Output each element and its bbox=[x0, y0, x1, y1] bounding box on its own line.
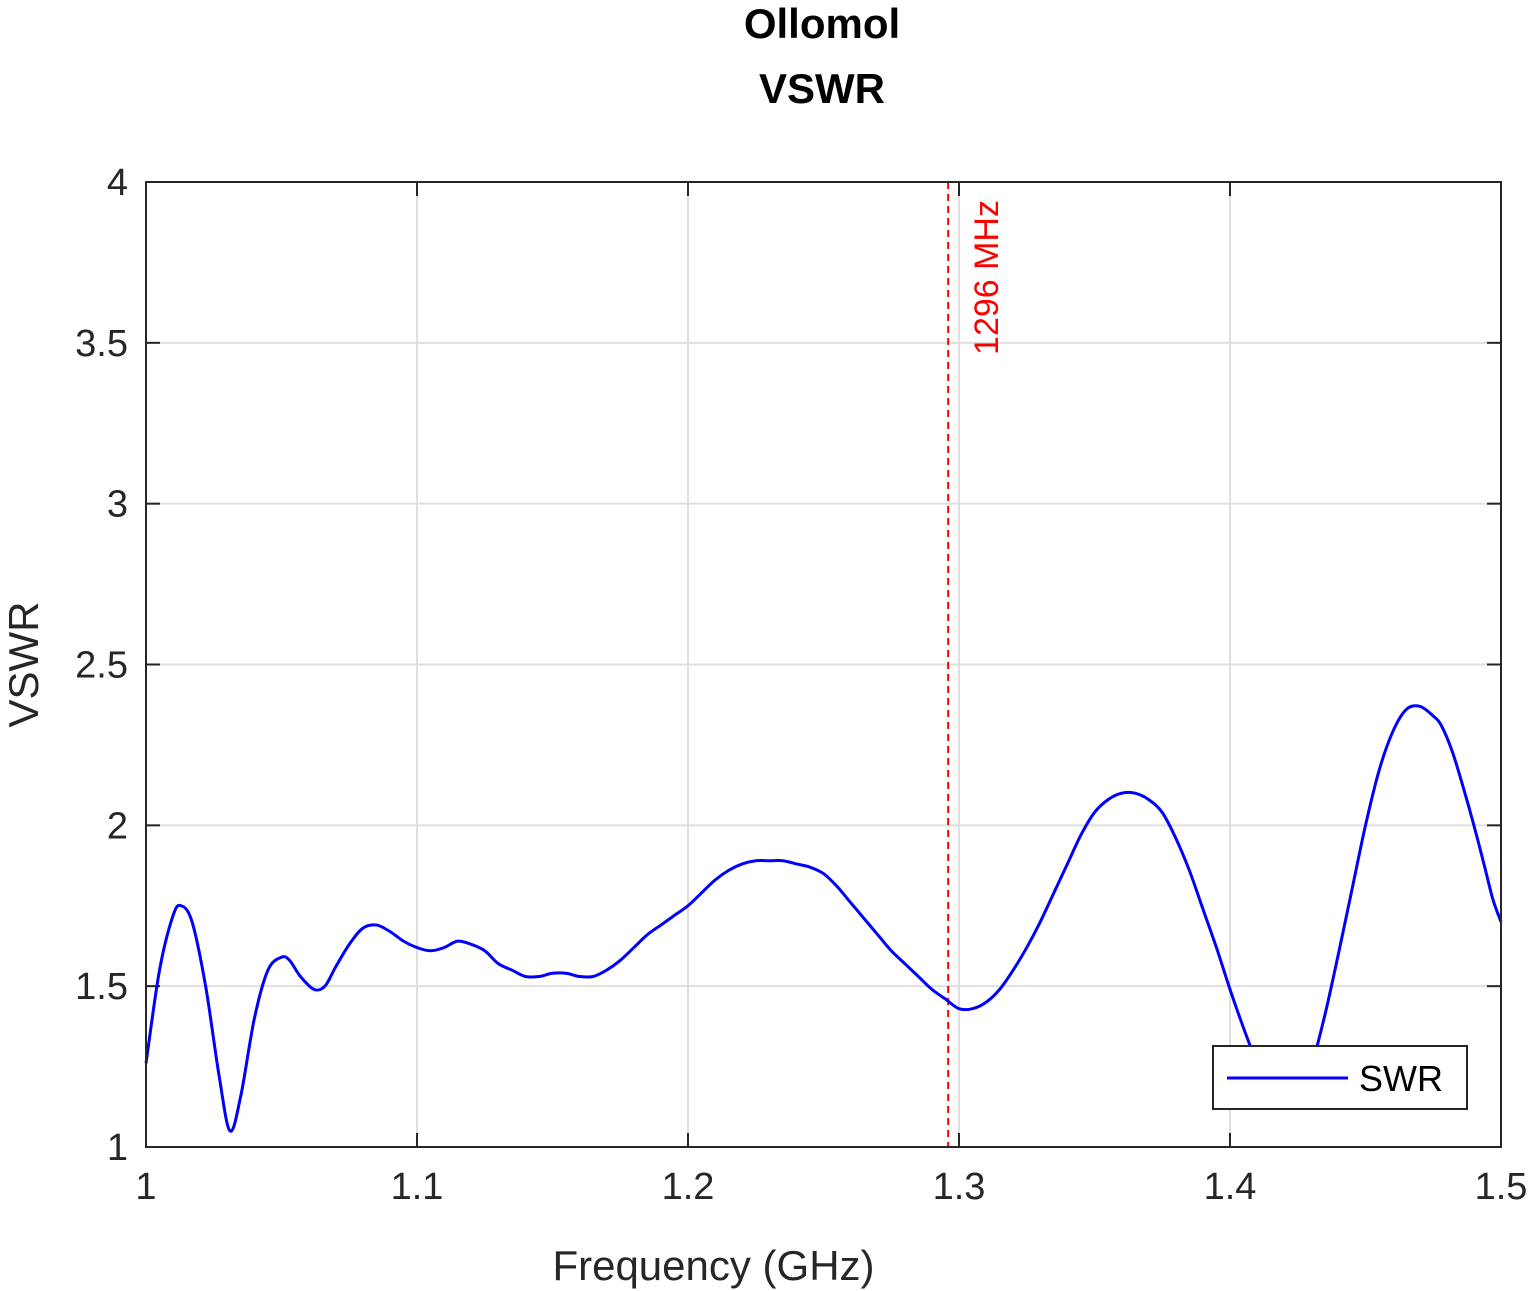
y-tick-label: 2.5 bbox=[75, 645, 128, 687]
y-axis-label: VSWR bbox=[0, 602, 47, 728]
x-axis-label: Frequency (GHz) bbox=[552, 1242, 874, 1289]
chart-title-line-2: VSWR bbox=[759, 65, 885, 112]
y-tick-label: 3 bbox=[107, 484, 128, 526]
grid-lines bbox=[145, 181, 1502, 1148]
frequency-marker: 1296 MHz bbox=[947, 182, 1006, 1147]
x-tick-label: 1.1 bbox=[391, 1166, 444, 1208]
x-tick-label: 1.4 bbox=[1204, 1166, 1257, 1208]
y-tick-label: 4 bbox=[107, 162, 128, 204]
x-tick-label: 1.2 bbox=[662, 1166, 715, 1208]
chart-title-line-1: Ollomol bbox=[744, 0, 900, 47]
x-tick-label: 1 bbox=[135, 1166, 156, 1208]
y-tick-label: 1 bbox=[107, 1127, 128, 1169]
tick-labels: 1 1.1 1.2 1.3 1.4 1.5 1 1.5 2 2.5 3 3.5 4 bbox=[75, 162, 1527, 1208]
plot-area-frame bbox=[145, 181, 1502, 1148]
legend-label-swr: SWR bbox=[1359, 1058, 1443, 1099]
x-tick-label: 1.5 bbox=[1475, 1166, 1528, 1208]
y-tick-label: 3.5 bbox=[75, 323, 128, 365]
y-tick-label: 2 bbox=[107, 805, 128, 847]
legend[interactable]: SWR bbox=[1212, 1045, 1468, 1110]
marker-label: 1296 MHz bbox=[968, 200, 1006, 355]
x-tick-label: 1.3 bbox=[933, 1166, 986, 1208]
y-tick-label: 1.5 bbox=[75, 966, 128, 1008]
